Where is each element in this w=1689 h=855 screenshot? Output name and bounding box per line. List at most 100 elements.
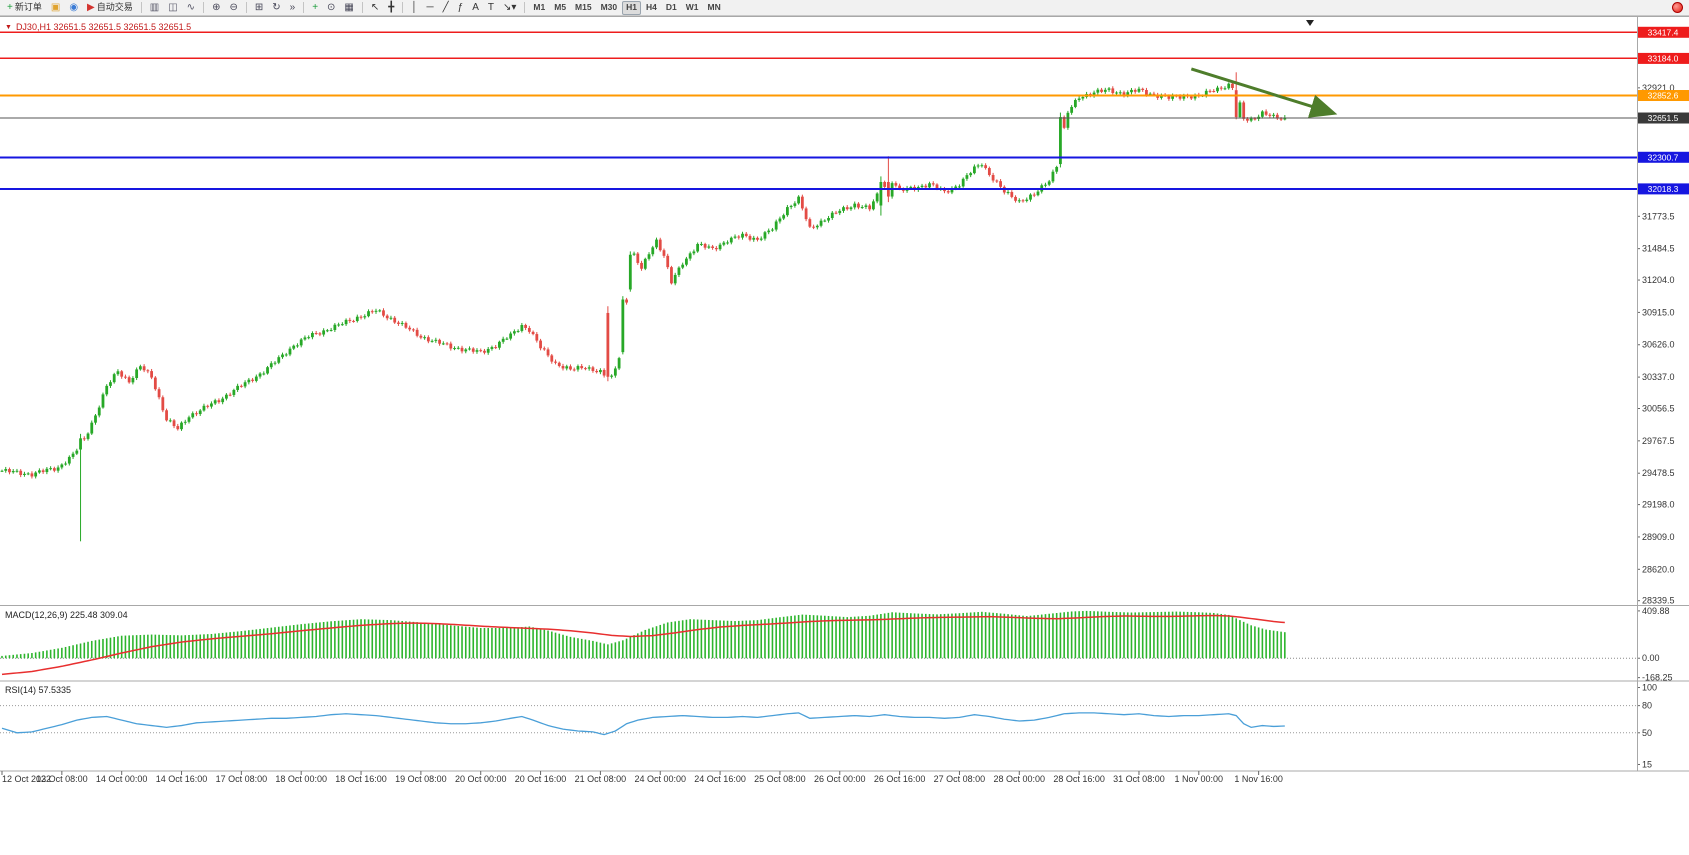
time-label: 13 Oct 08:00	[36, 774, 88, 784]
time-label: 20 Oct 00:00	[455, 774, 507, 784]
tf-m15-button[interactable]: M15	[571, 1, 596, 15]
time-label: 18 Oct 00:00	[275, 774, 327, 784]
tf-m5-button-label: M5	[554, 2, 567, 13]
tf-m30-button-label: M30	[600, 2, 618, 13]
tf-h4-button-label: H4	[646, 2, 657, 13]
time-label: 27 Oct 08:00	[934, 774, 986, 784]
label-button[interactable]: T	[484, 1, 498, 15]
svg-text:409.88: 409.88	[1642, 606, 1670, 616]
bars-chart-button[interactable]: ▥	[146, 1, 163, 15]
trend-arrow[interactable]	[1190, 67, 1338, 118]
time-label: 19 Oct 08:00	[395, 774, 447, 784]
candles-chart-icon: ◫	[168, 1, 178, 13]
svg-text:29767.5: 29767.5	[1642, 436, 1675, 446]
svg-text:30915.0: 30915.0	[1642, 307, 1675, 317]
tf-d1-button-label: D1	[665, 2, 677, 13]
tile-windows-icon: ⊞	[254, 1, 264, 13]
shapes-button[interactable]: ↘▾	[499, 1, 520, 15]
chat-button[interactable]: ▣	[47, 1, 64, 15]
svg-text:30337.0: 30337.0	[1642, 372, 1675, 382]
crosshair-button[interactable]: ╋	[384, 1, 398, 15]
hline-button[interactable]: ─	[423, 1, 438, 15]
community-button[interactable]: ◉	[65, 1, 82, 15]
time-label: 25 Oct 08:00	[754, 774, 806, 784]
zoom-in-icon: ⊕	[212, 1, 221, 13]
time-label: 1 Nov 16:00	[1234, 774, 1283, 784]
fibonacci-button[interactable]: ƒ	[454, 1, 468, 15]
tf-d1-button[interactable]: D1	[662, 1, 681, 15]
new-order-icon: +	[7, 1, 13, 13]
macd-panel: 409.88 0.00 -168.25	[0, 606, 1673, 683]
time-label: 14 Oct 00:00	[96, 774, 148, 784]
svg-text:31204.0: 31204.0	[1642, 275, 1675, 285]
tf-h4-button[interactable]: H4	[642, 1, 661, 15]
chat-icon: ▣	[50, 1, 61, 13]
trendline-icon: ╱	[442, 1, 449, 13]
svg-text:29478.5: 29478.5	[1642, 468, 1675, 478]
tf-m30-button[interactable]: M30	[597, 1, 622, 15]
svg-text:31484.5: 31484.5	[1642, 244, 1675, 254]
tf-w1-button-label: W1	[685, 2, 699, 13]
add-indicator-icon: +	[312, 1, 319, 13]
svg-text:31773.5: 31773.5	[1642, 211, 1675, 221]
toolbar-separator	[524, 2, 526, 13]
label-icon: T	[487, 1, 495, 13]
svg-text:0.00: 0.00	[1642, 653, 1660, 663]
autotrading-button-label: 自动交易	[96, 2, 133, 12]
chart-canvas[interactable]: 32921.0 31773.5 31484.5 31204.0 30915.0 30626…	[0, 16, 1689, 855]
price-badge: 33184.0	[1638, 52, 1689, 64]
svg-text:32018.3: 32018.3	[1648, 184, 1679, 194]
time-label: 20 Oct 16:00	[515, 774, 567, 784]
notification-icon[interactable]	[1672, 2, 1683, 13]
candles-layer	[0, 72, 1287, 542]
candles-chart-button[interactable]: ◫	[164, 1, 181, 15]
text-button[interactable]: A	[468, 1, 483, 15]
svg-text:50: 50	[1642, 728, 1652, 738]
svg-text:32651.5: 32651.5	[1648, 113, 1679, 123]
crosshair-icon: ╋	[388, 1, 395, 13]
template-icon: ▦	[344, 1, 354, 13]
chart-shift-button[interactable]: »	[286, 1, 300, 15]
vline-button[interactable]: │	[407, 1, 421, 15]
svg-text:30056.5: 30056.5	[1642, 403, 1675, 413]
period-button[interactable]: ⊙	[323, 1, 339, 15]
toolbar: + 新订单 ▣ ◉ ▶ 自动交易 ▥ ◫ ∿ ⊕ ⊖ ⊞ ↻» + ⊙ ▦ ↖ ╋ │ ─ ╱ ƒ A T ↘▾ M1 M5 M15 M…	[0, 0, 1689, 16]
tf-m1-button[interactable]: M1	[529, 1, 549, 15]
toolbar-separator	[303, 2, 305, 13]
tf-w1-button[interactable]: W1	[682, 1, 703, 15]
tf-h1-button[interactable]: H1	[622, 0, 642, 15]
chart-shift-icon: »	[289, 1, 296, 13]
tf-m5-button[interactable]: M5	[550, 1, 570, 15]
cursor-button[interactable]: ↖	[367, 1, 383, 15]
tf-mn-button-label: MN	[707, 2, 721, 13]
template-button[interactable]: ▦	[340, 1, 357, 15]
autotrading-button[interactable]: ▶ 自动交易	[83, 1, 137, 15]
new-order-button-label: 新订单	[14, 2, 42, 12]
add-indicator-button[interactable]: +	[308, 1, 322, 15]
zoom-out-button[interactable]: ⊖	[225, 1, 241, 15]
zoom-in-button[interactable]: ⊕	[208, 1, 224, 15]
svg-text:32300.7: 32300.7	[1648, 152, 1679, 162]
tf-mn-button[interactable]: MN	[704, 1, 725, 15]
fibonacci-icon: ƒ	[457, 1, 464, 13]
toolbar-separator	[140, 2, 142, 13]
new-order-button[interactable]: + 新订单	[3, 1, 46, 15]
bars-chart-icon: ▥	[149, 1, 160, 13]
tf-m1-button-label: M1	[533, 2, 546, 13]
price-badge: 32300.7	[1638, 151, 1689, 163]
auto-scroll-button[interactable]: ↻	[268, 1, 284, 15]
text-icon: A	[472, 1, 479, 13]
line-chart-button[interactable]: ∿	[183, 1, 199, 15]
cursor-icon: ↖	[370, 1, 380, 13]
svg-text:100: 100	[1642, 683, 1657, 693]
tile-windows-button[interactable]: ⊞	[251, 1, 267, 15]
zoom-out-icon: ⊖	[229, 1, 238, 13]
price-badge: 32651.5	[1638, 112, 1689, 124]
shapes-icon: ↘▾	[503, 1, 517, 13]
svg-text:28620.0: 28620.0	[1642, 564, 1675, 574]
chart-window[interactable]: 32921.0 31773.5 31484.5 31204.0 30915.0 30626…	[0, 16, 1689, 855]
time-label: 24 Oct 16:00	[694, 774, 746, 784]
svg-text:29198.0: 29198.0	[1642, 500, 1675, 510]
trendline-button[interactable]: ╱	[439, 1, 453, 15]
